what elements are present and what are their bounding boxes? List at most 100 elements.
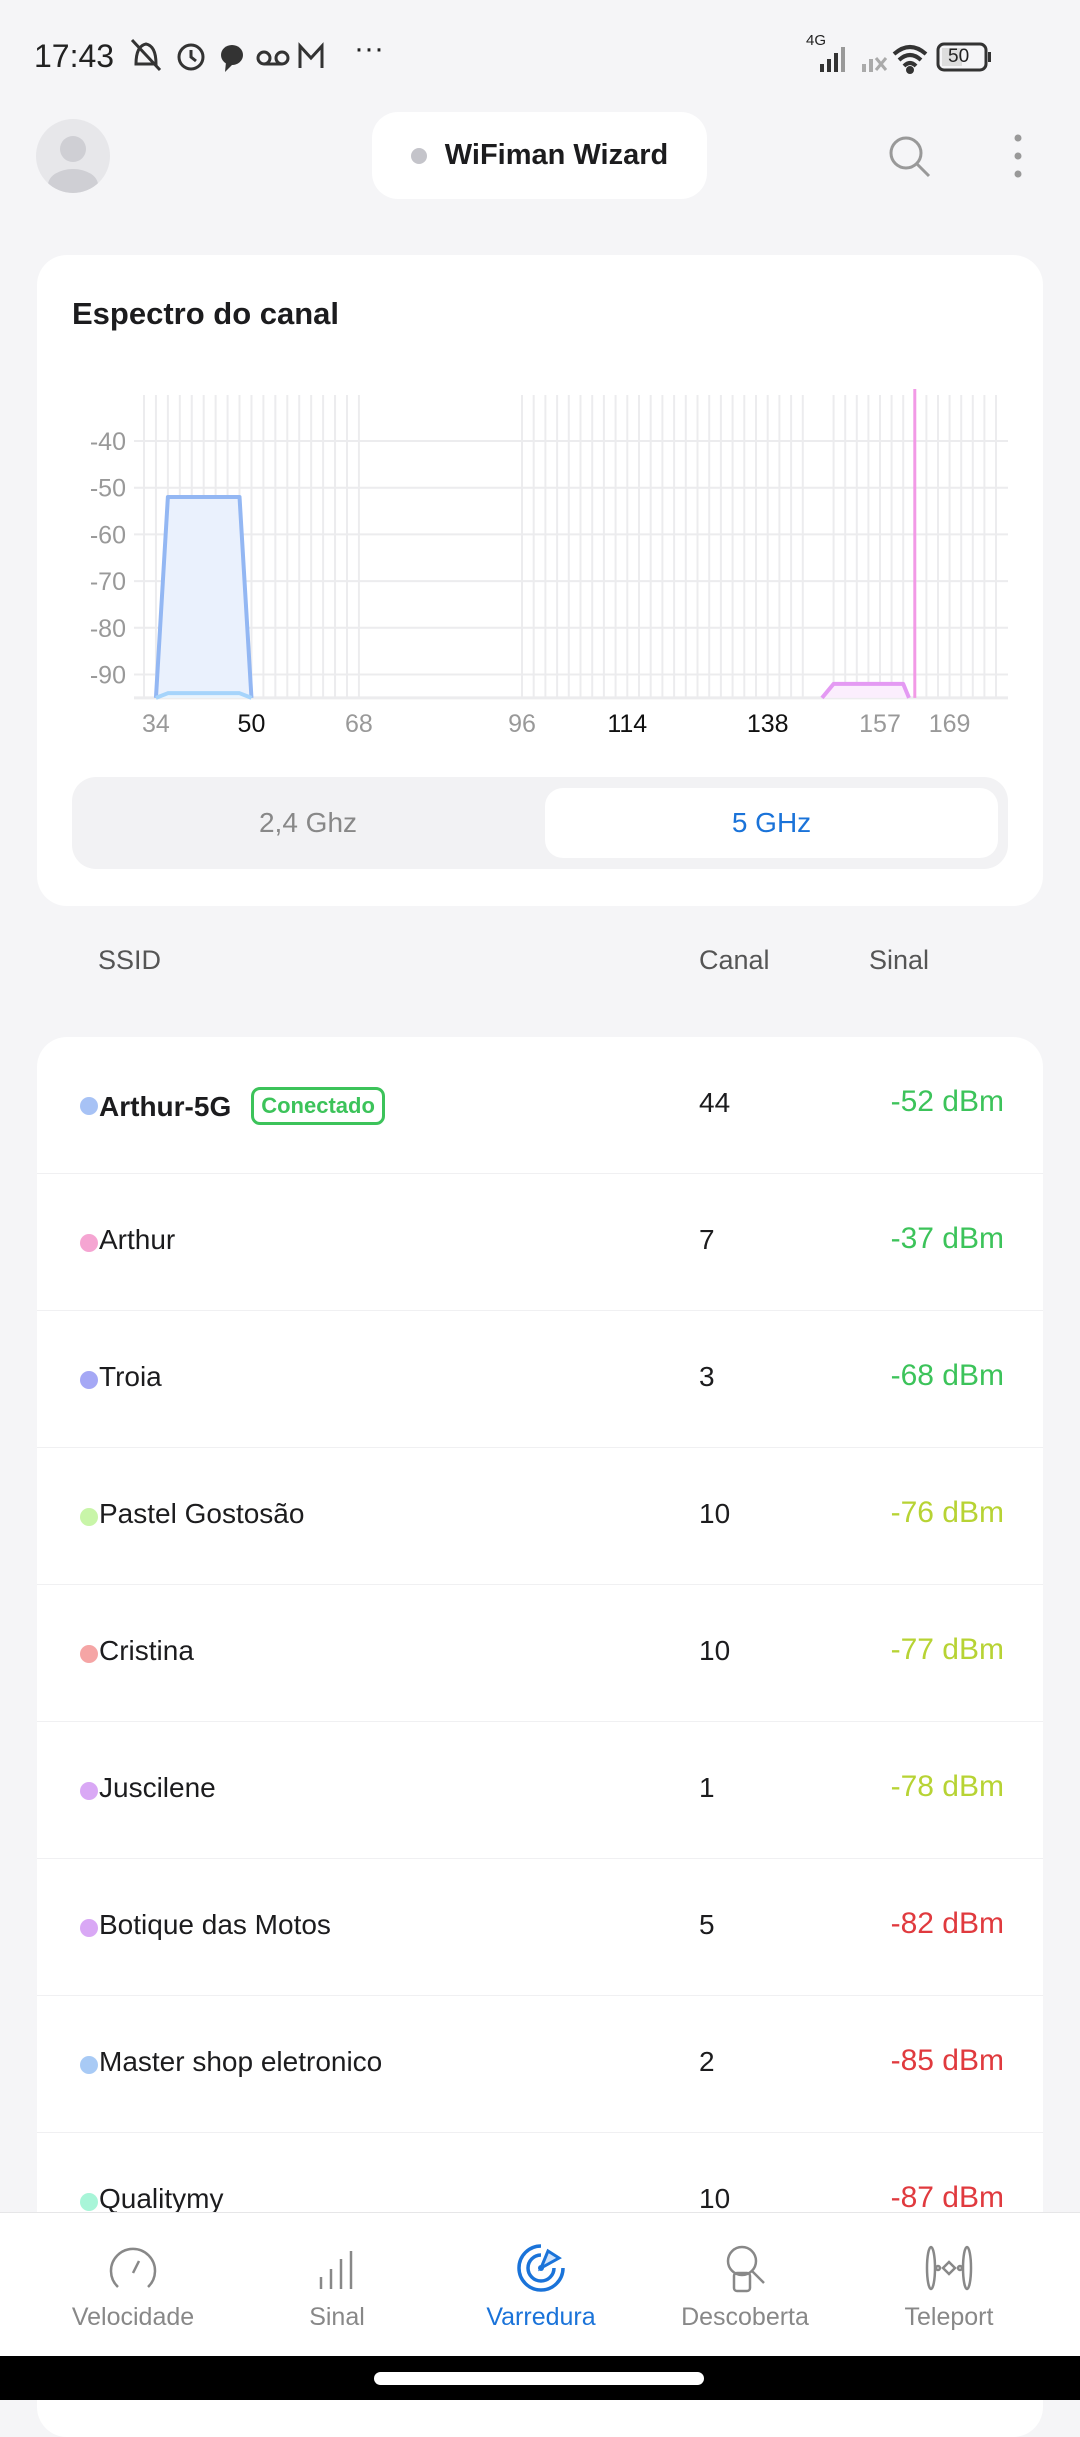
signal: -85 dBm [890,2044,1004,2077]
series-line [155,691,253,700]
series-line [820,681,911,700]
x-tick-label: 50 [238,710,266,738]
channel: 10 [699,1635,731,1666]
nav-varredura[interactable]: Varredura [433,2213,649,2357]
channel: 10 [699,1498,731,1529]
nav-label: Descoberta [681,2303,809,2331]
signal: -37 dBm [890,1222,1004,1255]
network-row[interactable]: Juscilene 1 -78 dBm [37,1722,1043,1859]
kebab-menu-icon[interactable] [1008,132,1028,182]
ssid: Juscilene [99,1772,216,1804]
x-tick-label: 157 [859,710,901,738]
chat-icon [221,45,243,72]
network-row[interactable]: Arthur-5G Conectado 44 -52 dBm [37,1037,1043,1174]
channel: 3 [699,1361,715,1392]
network-color-dot [80,1782,98,1800]
network-row[interactable]: Pastel Gostosão 10 -76 dBm [37,1448,1043,1585]
ssid-text: Master shop eletronico [99,2046,383,2077]
ssid-text: Arthur-5G [99,1091,232,1122]
ssid: Troia [99,1361,162,1393]
y-tick-label: -40 [90,428,126,456]
tab-5ghz[interactable]: 5 GHz [545,788,998,858]
ssid-text: Arthur [99,1224,176,1255]
network-row[interactable]: Qualitymy 10 -87 dBm [37,2133,1043,2270]
x-tick-label: 68 [345,710,373,738]
signal-off-icon [862,57,888,72]
radar-icon [517,2244,565,2292]
network-row[interactable]: Botique das Motos 5 -82 dBm [37,1859,1043,1996]
network-row[interactable]: Master shop eletronico 2 -85 dBm [37,1996,1043,2133]
bottom-nav: Velocidade Sinal Varredura Descoberta Te… [0,2212,1080,2356]
status-bar: 17:43 ··· 4G 50 [0,30,1080,86]
network-color-dot [80,2193,98,2211]
signal-icon [820,47,845,72]
y-tick-label: -60 [90,521,126,549]
ssid: Master shop eletronico [99,2046,382,2078]
network-row[interactable]: Troia 3 -68 dBm [37,1311,1043,1448]
network-color-dot [80,2056,98,2074]
series-fill [155,497,252,698]
ssid: Arthur-5G Conectado [99,1087,385,1125]
gmail-icon [298,42,324,68]
system-icons [820,42,991,74]
x-tick-label: 96 [508,710,536,738]
ssid: Qualitymy [99,2183,223,2215]
nav-label: Teleport [904,2303,994,2331]
channel-spectrum-chart: -40 -50 -60 -70 -80 -90 34 50 68 96 114 138 157 169 [90,389,1008,738]
x-tick-label: 138 [747,710,789,738]
signal: -68 dBm [890,1359,1004,1392]
x-tick-label: 34 [142,710,170,738]
nav-label: Velocidade [71,2303,195,2331]
header-title: WiFiman Wizard [444,139,669,171]
series-fill [822,683,909,698]
column-header-signal[interactable]: Sinal [869,945,930,975]
search-icon[interactable] [886,133,932,179]
channel: 10 [699,2183,731,2214]
nav-descoberta[interactable]: Descoberta [637,2213,853,2357]
tab-2-4ghz[interactable]: 2,4 Ghz [258,807,358,838]
ssid: Arthur [99,1224,175,1256]
clock: 17:43 [34,38,115,74]
network-color-dot [80,1508,98,1526]
network-color-dot [80,1097,98,1115]
signal: -82 dBm [890,1907,1004,1940]
avatar[interactable] [36,119,110,193]
signal: -87 dBm [890,2181,1004,2214]
channel: 5 [699,1909,715,1940]
ssid-text: Cristina [99,1635,194,1666]
home-indicator[interactable] [374,2372,704,2385]
network-type: 4G [806,32,827,49]
signal: -52 dBm [890,1085,1004,1118]
system-nav-bar [0,2356,1080,2400]
nav-velocidade[interactable]: Velocidade [25,2213,241,2357]
speedometer-icon [109,2247,157,2288]
signal: -78 dBm [890,1770,1004,1803]
x-tick-label: 114 [607,710,647,738]
network-color-dot [80,1645,98,1663]
nav-sinal[interactable]: Sinal [229,2213,445,2357]
column-header-ssid[interactable]: SSID [98,945,162,975]
network-row[interactable]: Cristina 10 -77 dBm [37,1585,1043,1722]
column-header-channel[interactable]: Canal [699,945,770,975]
device-search-icon [726,2245,765,2293]
notification-icons [130,38,324,72]
network-list [37,1037,1043,2437]
alarm-icon [177,43,205,71]
nav-label: Sinal [309,2303,365,2331]
ssid-text: Botique das Motos [99,1909,331,1940]
y-tick-label: -50 [90,475,126,503]
network-row[interactable]: Arthur 7 -37 dBm [37,1174,1043,1311]
x-tick-label: 169 [929,710,971,738]
signal: -76 dBm [890,1496,1004,1529]
wizard-button[interactable]: WiFiman Wizard [372,112,707,199]
status-dot [410,147,427,164]
channel: 2 [699,2046,715,2077]
channel: 1 [699,1772,715,1803]
battery-level: 50 [948,46,970,67]
channel: 44 [699,1087,731,1118]
nav-teleport[interactable]: Teleport [841,2213,1057,2357]
ssid: Pastel Gostosão [99,1498,304,1530]
band-toggle: 2,4 Ghz 5 GHz [72,777,1008,869]
spectrum-title: Espectro do canal [72,296,340,331]
ssid-text: Juscilene [99,1772,216,1803]
